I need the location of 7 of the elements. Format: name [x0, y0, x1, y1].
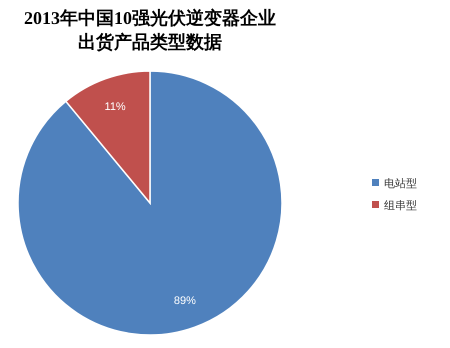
- legend-label: 组串型: [384, 199, 417, 212]
- data-label: 11%: [104, 101, 126, 114]
- data-label: 89%: [174, 294, 196, 307]
- pie-slice: [17, 70, 283, 336]
- chart-subtitle: 出货产品类型数据: [78, 32, 222, 52]
- chart-title: 2013年中国10强光伏逆变器企业: [24, 8, 276, 28]
- legend-label: 电站型: [384, 177, 417, 190]
